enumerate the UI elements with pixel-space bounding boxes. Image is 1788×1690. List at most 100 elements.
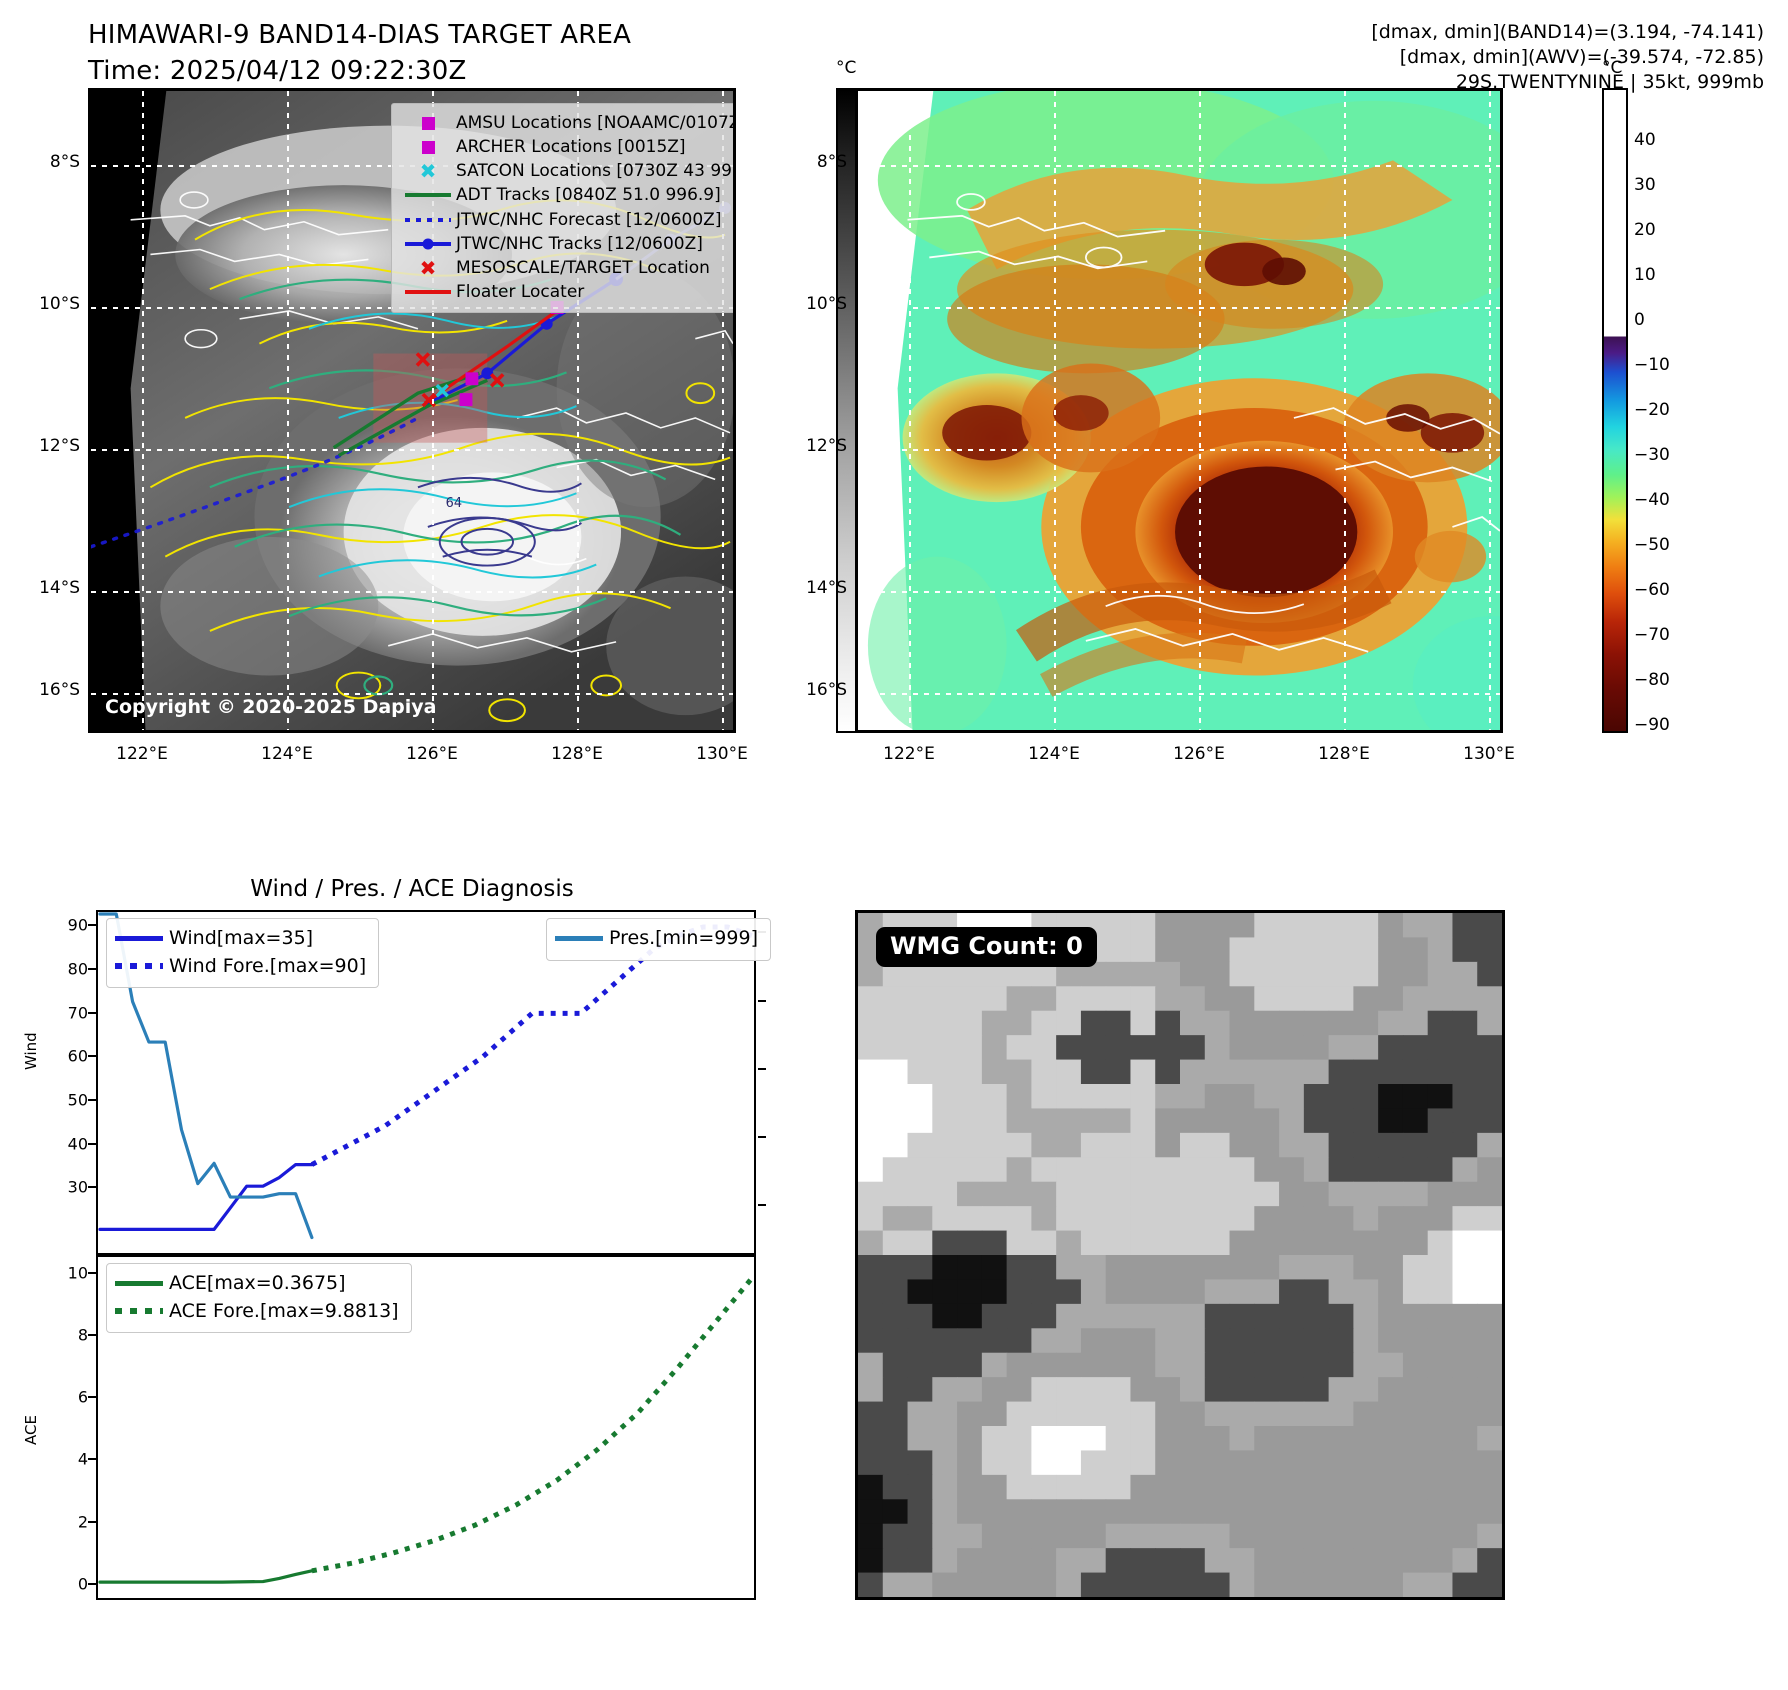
cbar-tick: −60	[1634, 580, 1670, 600]
wind-legend: Wind[max=35] Wind Fore.[max=90]	[106, 918, 380, 989]
legend-label: ACE Fore.[max=9.8813]	[169, 1299, 399, 1322]
axis-tick-label: 50	[67, 1090, 88, 1110]
wind-axis-label: Wind	[22, 1032, 40, 1070]
axis-tick-label: 80	[67, 959, 88, 979]
locator-line-icon	[400, 289, 456, 294]
lat-tick: 16°S	[39, 680, 80, 700]
axis-tick-label: 40	[67, 1134, 88, 1154]
lon-tick: 124°E	[1028, 744, 1080, 764]
axis-tick-label: 30	[67, 1177, 88, 1197]
axis-tick-mark	[88, 1271, 96, 1274]
ir-map-legend: AMSU Locations [NOAAMC/0107Z 46 998] ARC…	[391, 103, 736, 313]
track-line-marker-icon	[400, 241, 456, 246]
ace-line-icon	[115, 1281, 169, 1287]
legend-item-satcon: ✖ SATCON Locations [0730Z 43 998]	[400, 159, 736, 184]
lat-tick: 8°S	[816, 152, 847, 172]
awv-satellite-panel[interactable]	[855, 88, 1503, 733]
cbar-tick: −90	[1634, 715, 1670, 735]
lon-tick: 122°E	[883, 744, 935, 764]
legend-item-archer: ARCHER Locations [0015Z]	[400, 135, 733, 159]
lon-tick: 128°E	[551, 744, 603, 764]
title-primary: HIMAWARI-9 BAND14-DIAS TARGET AREA	[88, 20, 632, 50]
cbar-tick: 0	[1634, 310, 1645, 330]
ace-legend: ACE[max=0.3675] ACE Fore.[max=9.8813]	[106, 1263, 412, 1334]
cbar-tick: 20	[1634, 220, 1656, 240]
lon-tick: 126°E	[406, 744, 458, 764]
legend-label: SATCON Locations [0730Z 43 998]	[456, 161, 736, 182]
colorbar-ticks: 40 30 20 10 0 −10 −20 −30 −40 −50 −60 −7…	[1634, 88, 1704, 735]
legend-item-jtwc-forecast: JTWC/NHC Forecast [12/0600Z]	[400, 208, 733, 232]
wind-forecast-line-icon	[115, 963, 169, 970]
legend-item-wind: Wind[max=35]	[115, 925, 366, 953]
svg-text:64: 64	[446, 496, 462, 511]
cbar-tick: −40	[1634, 490, 1670, 510]
lon-tick: 124°E	[261, 744, 313, 764]
legend-label: AMSU Locations [NOAAMC/0107Z 46 998]	[456, 113, 736, 133]
legend-label: Wind[max=35]	[169, 927, 314, 949]
legend-label: Floater Locater	[456, 281, 585, 302]
legend-item-amsu: AMSU Locations [NOAAMC/0107Z 46 998]	[400, 111, 736, 135]
lon-tick: 130°E	[1463, 744, 1515, 764]
lon-tick: 122°E	[116, 744, 168, 764]
legend-label: ARCHER Locations [0015Z]	[456, 137, 686, 158]
wind-pressure-chart[interactable]: Wind[max=35] Wind Fore.[max=90] Pres.[mi…	[96, 910, 771, 1255]
ace-chart[interactable]: ACE[max=0.3675] ACE Fore.[max=9.8813]	[96, 1255, 756, 1600]
ace-forecast-line-icon	[115, 1308, 169, 1315]
legend-label: MESOSCALE/TARGET Location	[456, 257, 710, 278]
track-line-icon	[400, 193, 456, 198]
diagnosis-chart-title: Wind / Pres. / ACE Diagnosis	[250, 876, 574, 902]
axis-tick-label: 6	[77, 1387, 88, 1407]
axis-tick-mark	[88, 1520, 96, 1523]
square-marker-icon	[400, 116, 456, 130]
wind-line-icon	[115, 936, 169, 942]
lat-tick: 8°S	[49, 152, 80, 172]
axis-tick-label: 60	[67, 1046, 88, 1066]
lat-tick: 10°S	[806, 294, 847, 314]
pressure-line-icon	[555, 936, 609, 942]
lat-tick: 12°S	[39, 436, 80, 456]
cbar-tick: −70	[1634, 625, 1670, 645]
header-stats: [dmax, dmin](BAND14)=(3.194, -74.141) [d…	[1371, 20, 1764, 95]
lat-tick: 16°S	[806, 680, 847, 700]
lon-tick: 130°E	[696, 744, 748, 764]
axis-tick-mark	[88, 967, 96, 970]
cbar-tick: 40	[1634, 130, 1656, 150]
legend-label: JTWC/NHC Forecast [12/0600Z]	[456, 209, 722, 230]
ir-satellite-panel[interactable]: 64	[88, 88, 736, 733]
legend-item-adt-tracks: ADT Tracks [0840Z 51.0 996.9]	[400, 183, 733, 207]
legend-label: JTWC/NHC Tracks [12/0600Z]	[456, 233, 703, 254]
axis-tick-label: 70	[67, 1003, 88, 1023]
colorbar-unit: °C	[1602, 58, 1623, 78]
axis-tick-mark	[758, 999, 766, 1002]
pressure-legend: Pres.[min=999]	[546, 918, 771, 961]
lon-tick: 126°E	[1173, 744, 1225, 764]
cbar-tick: −30	[1634, 445, 1670, 465]
legend-item-jtwc-tracks: JTWC/NHC Tracks [12/0600Z]	[400, 232, 733, 256]
axis-tick-mark	[88, 1582, 96, 1585]
axis-tick-label: 10	[67, 1263, 88, 1283]
axis-tick-label: 4	[77, 1449, 88, 1469]
legend-item-pressure: Pres.[min=999]	[555, 925, 758, 953]
x-marker-icon: ✖	[419, 159, 437, 184]
lon-tick: 128°E	[1318, 744, 1370, 764]
storm-summary: 29S.TWENTYNINE | 35kt, 999mb	[1455, 71, 1764, 94]
axis-tick-label: 90	[67, 915, 88, 935]
square-marker-icon	[400, 140, 456, 154]
stat-band14-range: [dmax, dmin](BAND14)=(3.194, -74.141)	[1371, 21, 1764, 43]
cbar-tick: −20	[1634, 400, 1670, 420]
axis-tick-mark	[758, 1136, 766, 1139]
legend-label: ADT Tracks [0840Z 51.0 996.9]	[456, 185, 721, 206]
legend-label: ACE[max=0.3675]	[169, 1272, 346, 1294]
axis-tick-mark	[88, 1055, 96, 1058]
lat-tick: 10°S	[39, 294, 80, 314]
page-title: HIMAWARI-9 BAND14-DIAS TARGET AREA Time:…	[88, 20, 631, 86]
axis-tick-mark	[88, 1458, 96, 1461]
copyright-notice: Copyright © 2020-2025 Dapiya	[105, 696, 437, 718]
cbar-tick: −50	[1634, 535, 1670, 555]
axis-tick-mark	[758, 1204, 766, 1207]
forecast-line-icon	[400, 217, 456, 222]
wmg-panel[interactable]: WMG Count: 0	[855, 910, 1505, 1600]
axis-tick-mark	[88, 1333, 96, 1336]
legend-label: Pres.[min=999]	[609, 927, 758, 949]
colorbar-unit: °C	[836, 58, 857, 78]
